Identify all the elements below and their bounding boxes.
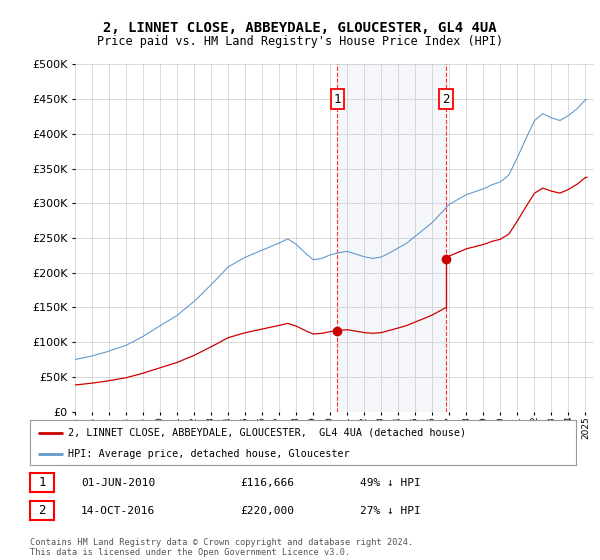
Text: Price paid vs. HM Land Registry's House Price Index (HPI): Price paid vs. HM Land Registry's House …: [97, 35, 503, 48]
Text: 1: 1: [38, 476, 46, 489]
Text: 2: 2: [38, 504, 46, 517]
Text: HPI: Average price, detached house, Gloucester: HPI: Average price, detached house, Glou…: [68, 449, 350, 459]
Text: £220,000: £220,000: [240, 506, 294, 516]
Text: Contains HM Land Registry data © Crown copyright and database right 2024.
This d: Contains HM Land Registry data © Crown c…: [30, 538, 413, 557]
Text: 1: 1: [334, 92, 341, 106]
Text: 49% ↓ HPI: 49% ↓ HPI: [360, 478, 421, 488]
Bar: [337, 64, 446, 412]
Text: 2: 2: [442, 92, 449, 106]
Text: 2, LINNET CLOSE, ABBEYDALE, GLOUCESTER,  GL4 4UA (detached house): 2, LINNET CLOSE, ABBEYDALE, GLOUCESTER, …: [68, 427, 466, 437]
Text: £116,666: £116,666: [240, 478, 294, 488]
Text: 14-OCT-2016: 14-OCT-2016: [81, 506, 155, 516]
Text: 27% ↓ HPI: 27% ↓ HPI: [360, 506, 421, 516]
Text: 01-JUN-2010: 01-JUN-2010: [81, 478, 155, 488]
Text: 2, LINNET CLOSE, ABBEYDALE, GLOUCESTER, GL4 4UA: 2, LINNET CLOSE, ABBEYDALE, GLOUCESTER, …: [103, 21, 497, 35]
